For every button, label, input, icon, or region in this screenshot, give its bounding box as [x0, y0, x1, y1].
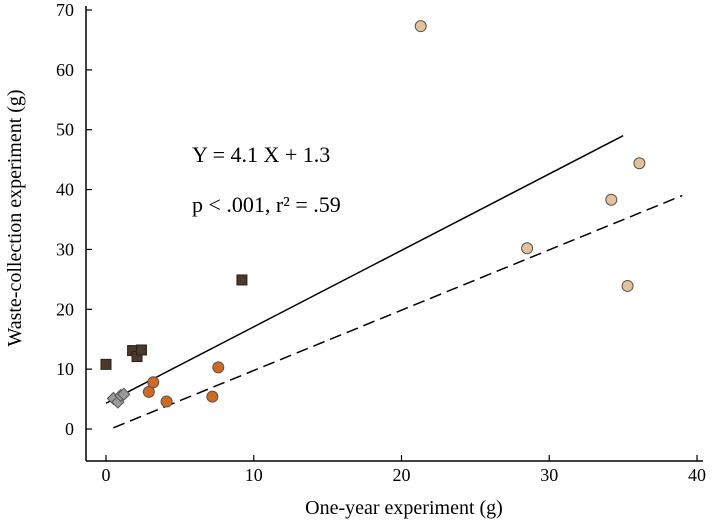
fit-lines [105, 135, 683, 429]
y-tick-label: 10 [56, 359, 74, 379]
x-tick-label: 30 [540, 465, 558, 485]
circle-point [521, 242, 534, 255]
circle-point [147, 376, 160, 389]
y-tick-label: 50 [56, 120, 74, 140]
square-point [100, 358, 112, 370]
ticks: 0 10 20 30 40 0 10 20 30 40 50 60 70 [56, 0, 706, 485]
y-tick-label: 20 [56, 299, 74, 319]
y-tick-label: 40 [56, 180, 74, 200]
circle-point [633, 157, 646, 170]
circle-point [414, 20, 427, 33]
x-tick-label: 20 [393, 465, 411, 485]
y-tick-label: 30 [56, 239, 74, 259]
circle-point [621, 279, 634, 292]
solid-fit-line [105, 135, 624, 404]
circle-point [160, 395, 173, 408]
y-tick-label: 0 [65, 419, 74, 439]
diamond-point [117, 387, 131, 401]
x-tick-label: 40 [688, 465, 706, 485]
equation-annotation: Y = 4.1 X + 1.3 [192, 142, 330, 167]
circle-point [212, 361, 225, 374]
x-tick-label: 10 [245, 465, 263, 485]
axes [85, 6, 703, 462]
dashed-fit-line [113, 194, 683, 429]
x-axis-label: One-year experiment (g) [305, 497, 503, 519]
y-axis-label: Waste-collection experiment (g) [4, 89, 26, 346]
circle-point [605, 193, 618, 206]
circle-point [142, 385, 155, 398]
y-tick-label: 60 [56, 60, 74, 80]
square-point [236, 274, 248, 286]
stats-annotation: p < .001, r² = .59 [192, 192, 341, 217]
square-point [135, 344, 147, 356]
data-points [100, 20, 646, 409]
circle-point [206, 390, 219, 403]
y-tick-label: 70 [56, 0, 74, 20]
x-tick-label: 0 [102, 465, 111, 485]
